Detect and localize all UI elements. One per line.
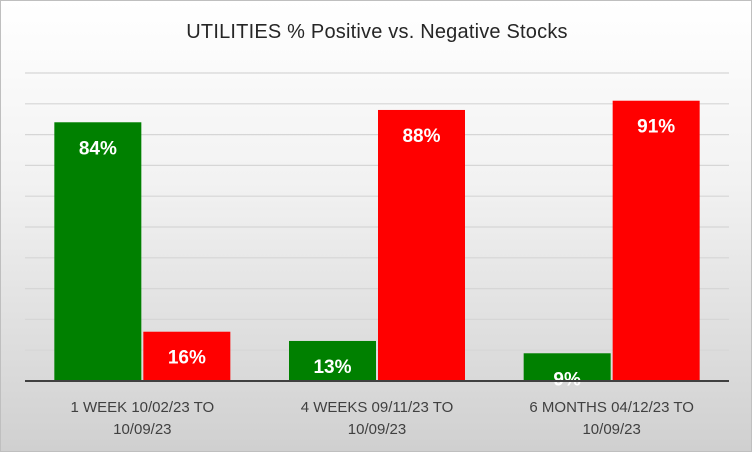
category-label-line: 10/09/23 — [348, 421, 406, 438]
bar — [378, 109, 465, 382]
category-label: 4 WEEKS 09/11/23 TO 10/09/23 — [301, 399, 454, 438]
bar — [143, 331, 231, 381]
category-label: 6 MONTHS 04/12/23 TO 10/09/23 — [529, 399, 694, 438]
bar-value-label: 88% — [402, 126, 440, 147]
bar-value-label: 84% — [79, 138, 117, 159]
category-label-line: 4 WEEKS 09/11/23 TO — [301, 399, 454, 416]
chart-title: UTILITIES % Positive vs. Negative Stocks — [186, 21, 568, 43]
data-labels: 84% 16% 13% 88% 9% 91% — [79, 117, 675, 391]
bar — [54, 122, 142, 381]
category-label-line: 1 WEEK 10/02/23 TO — [70, 399, 214, 416]
category-label: 1 WEEK 10/02/23 TO 10/09/23 — [70, 399, 214, 438]
category-labels: 1 WEEK 10/02/23 TO 10/09/234 WEEKS 09/11/… — [70, 399, 693, 438]
category-label-line: 10/09/23 — [113, 421, 171, 438]
category-label-line: 6 MONTHS 04/12/23 TO — [529, 399, 694, 416]
bar-value-label: 13% — [313, 357, 351, 378]
bar — [289, 340, 376, 381]
bar — [523, 353, 611, 381]
bar-value-label: 16% — [168, 348, 206, 369]
category-label-line: 10/09/23 — [582, 421, 640, 438]
bar — [612, 100, 700, 381]
bars — [54, 100, 700, 382]
gridlines — [25, 72, 729, 351]
bar-value-label: 91% — [637, 117, 675, 138]
bar-value-label: 9% — [553, 369, 581, 390]
